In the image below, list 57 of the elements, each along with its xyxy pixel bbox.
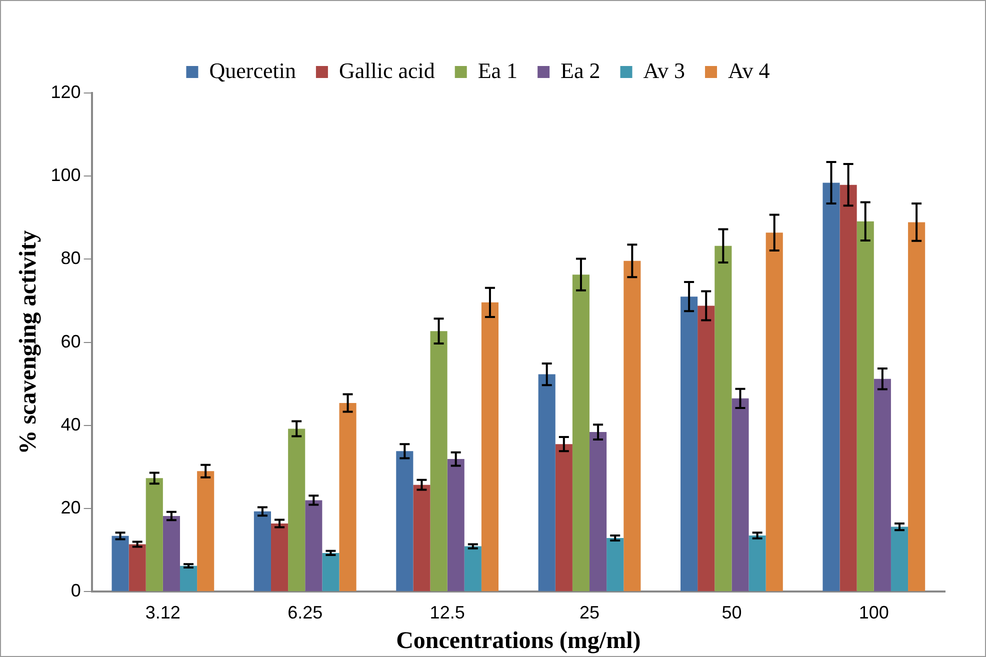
bar bbox=[464, 546, 482, 592]
x-tick-label: 6.25 bbox=[288, 602, 323, 622]
x-axis-title: Concentrations (mg/ml) bbox=[396, 628, 641, 654]
bar bbox=[698, 306, 715, 592]
legend-label: Ea 1 bbox=[478, 58, 518, 83]
y-tick-label: 0 bbox=[70, 580, 81, 601]
bar bbox=[162, 516, 180, 592]
bar bbox=[430, 331, 448, 592]
bar bbox=[732, 398, 749, 592]
legend-label: Ea 2 bbox=[560, 58, 600, 83]
bar bbox=[606, 538, 624, 592]
legend-label: Gallic acid bbox=[338, 58, 435, 83]
bar bbox=[748, 536, 766, 592]
bar bbox=[572, 274, 590, 592]
legend-label: Av 3 bbox=[643, 58, 686, 83]
bar bbox=[271, 523, 288, 592]
x-tick-label: 25 bbox=[580, 602, 600, 622]
bar bbox=[680, 296, 698, 592]
bar bbox=[112, 536, 129, 592]
bar bbox=[180, 566, 198, 592]
bar bbox=[624, 260, 641, 592]
y-tick-label: 80 bbox=[60, 248, 81, 268]
bar bbox=[856, 221, 874, 592]
bar bbox=[822, 182, 840, 592]
bar bbox=[339, 402, 356, 592]
bar bbox=[128, 544, 146, 592]
bar bbox=[288, 428, 306, 592]
y-axis-title: % scavenging activity bbox=[16, 230, 42, 454]
bar bbox=[413, 484, 430, 592]
x-tick-label: 100 bbox=[858, 602, 889, 622]
x-tick-label: 50 bbox=[722, 602, 742, 622]
y-tick-label: 100 bbox=[50, 165, 81, 186]
bar bbox=[908, 222, 926, 592]
bar bbox=[396, 451, 414, 592]
bar bbox=[890, 526, 908, 592]
y-tick-label: 120 bbox=[50, 82, 81, 102]
bar bbox=[447, 459, 464, 592]
bar bbox=[538, 374, 556, 592]
bar bbox=[590, 432, 607, 592]
y-tick-label: 20 bbox=[60, 497, 81, 518]
bar bbox=[840, 184, 857, 592]
bar bbox=[322, 552, 340, 592]
y-tick-label: 40 bbox=[60, 414, 81, 434]
x-tick-label: 3.12 bbox=[145, 602, 180, 622]
legend-label: Av 4 bbox=[728, 58, 770, 83]
y-tick-label: 60 bbox=[60, 331, 81, 352]
bar bbox=[714, 246, 732, 592]
bar bbox=[874, 378, 891, 592]
bar bbox=[146, 478, 163, 592]
bar bbox=[555, 444, 572, 592]
legend-label: Quercetin bbox=[209, 58, 296, 83]
bar bbox=[197, 471, 214, 592]
bar bbox=[481, 302, 499, 592]
bar bbox=[766, 232, 783, 592]
bar bbox=[254, 511, 271, 592]
bar bbox=[305, 500, 322, 592]
x-tick-label: 12.5 bbox=[430, 602, 465, 622]
